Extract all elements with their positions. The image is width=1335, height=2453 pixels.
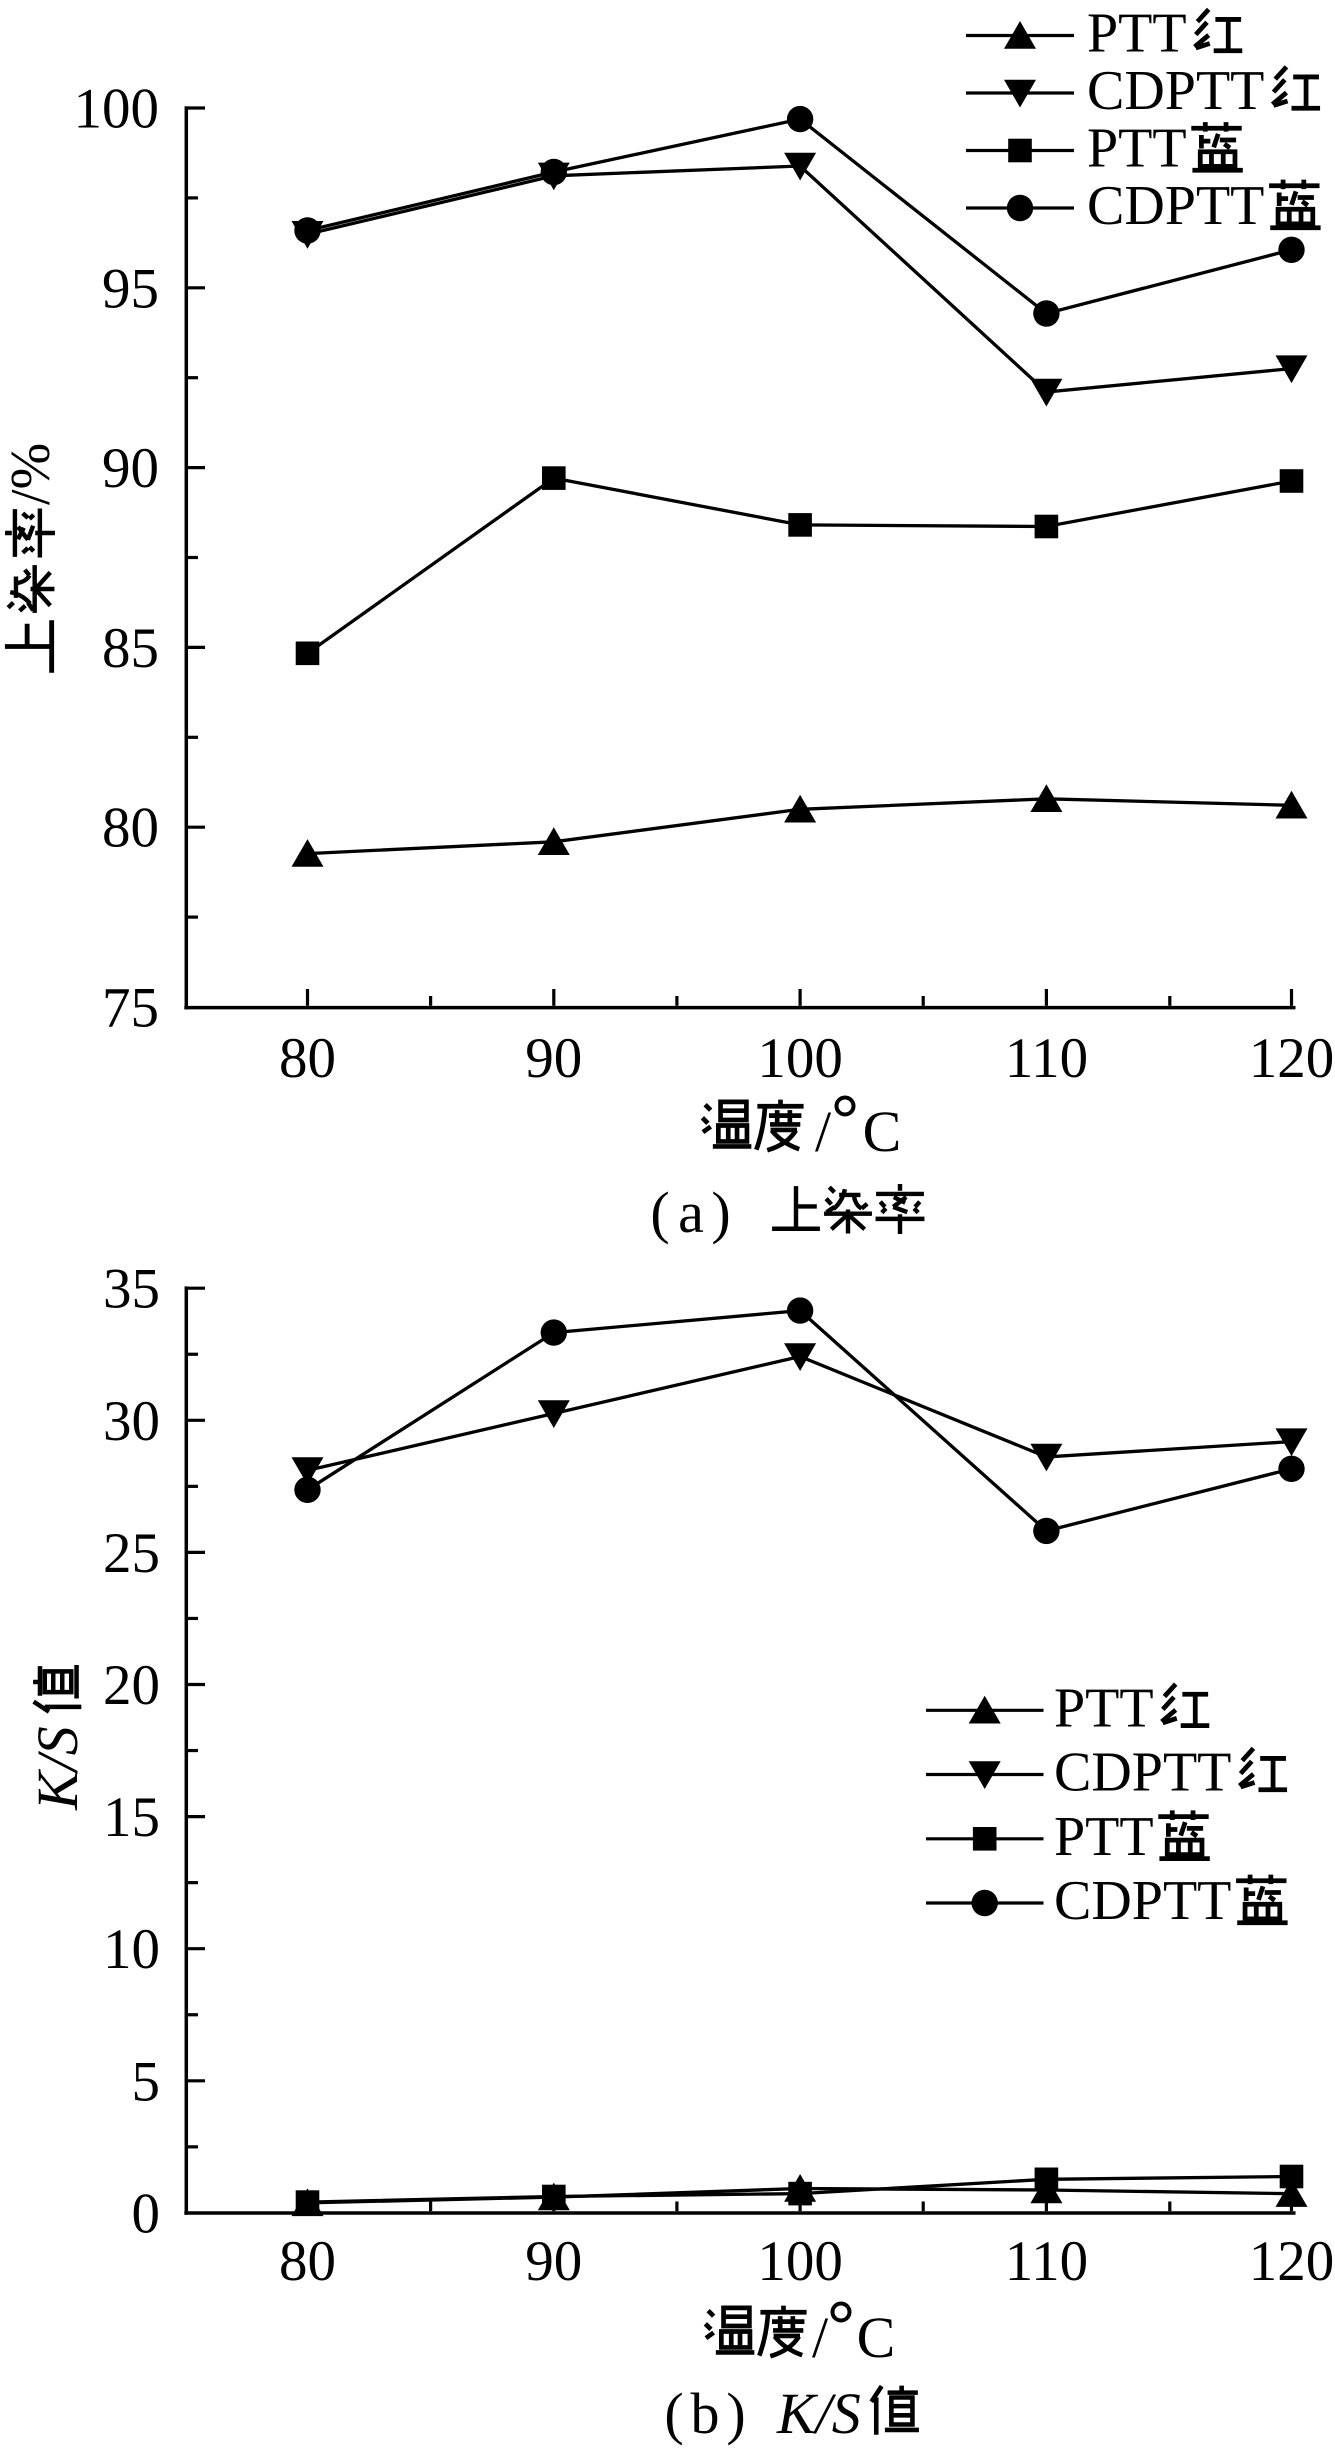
- svg-text:10: 10: [103, 1918, 160, 1981]
- svg-text:a: a: [678, 1180, 704, 1245]
- svg-text:85: 85: [102, 617, 159, 680]
- svg-text:): ): [726, 2381, 745, 2446]
- svg-text:15: 15: [103, 1786, 160, 1849]
- svg-text:25: 25: [103, 1522, 160, 1585]
- svg-text:CDPTT: CDPTT: [1054, 1870, 1231, 1932]
- svg-text:90: 90: [102, 437, 159, 500]
- svg-text:PTT: PTT: [1087, 118, 1187, 180]
- svg-text:100: 100: [757, 1027, 843, 1090]
- svg-text:30: 30: [103, 1390, 160, 1453]
- svg-text:35: 35: [103, 1258, 160, 1321]
- svg-text:80: 80: [279, 1027, 336, 1090]
- svg-text:C: C: [863, 1099, 902, 1164]
- svg-text:PTT: PTT: [1054, 1806, 1154, 1868]
- svg-text:b: b: [691, 2381, 720, 2446]
- svg-text:/%: /%: [0, 443, 62, 505]
- svg-text:(: (: [650, 1180, 669, 1245]
- svg-text:/: /: [812, 2305, 829, 2370]
- svg-text:120: 120: [1249, 2230, 1335, 2293]
- svg-text:5: 5: [132, 2050, 161, 2113]
- svg-text:K/S: K/S: [25, 1726, 90, 1811]
- svg-text:0: 0: [132, 2183, 161, 2246]
- svg-text:75: 75: [102, 976, 159, 1039]
- svg-text:110: 110: [1005, 2230, 1088, 2293]
- svg-text:100: 100: [74, 78, 160, 141]
- svg-text:PTT: PTT: [1054, 1677, 1154, 1739]
- svg-text:80: 80: [279, 2230, 336, 2293]
- svg-text:90: 90: [525, 2230, 582, 2293]
- svg-text:K/S: K/S: [776, 2381, 861, 2446]
- svg-text:110: 110: [1005, 1027, 1088, 1090]
- svg-text:/: /: [815, 1099, 832, 1164]
- svg-text:120: 120: [1249, 1027, 1335, 1090]
- svg-text:80: 80: [102, 797, 159, 860]
- svg-text:C: C: [857, 2305, 896, 2370]
- svg-text:(: (: [664, 2381, 683, 2446]
- svg-text:CDPTT: CDPTT: [1087, 175, 1264, 237]
- svg-text:CDPTT: CDPTT: [1087, 60, 1264, 122]
- svg-text:): ): [711, 1180, 730, 1245]
- svg-text:20: 20: [103, 1654, 160, 1717]
- svg-text:CDPTT: CDPTT: [1054, 1742, 1231, 1804]
- svg-text:90: 90: [525, 1027, 582, 1090]
- svg-text:PTT: PTT: [1087, 3, 1187, 65]
- svg-text:95: 95: [102, 257, 159, 320]
- svg-text:100: 100: [757, 2230, 843, 2293]
